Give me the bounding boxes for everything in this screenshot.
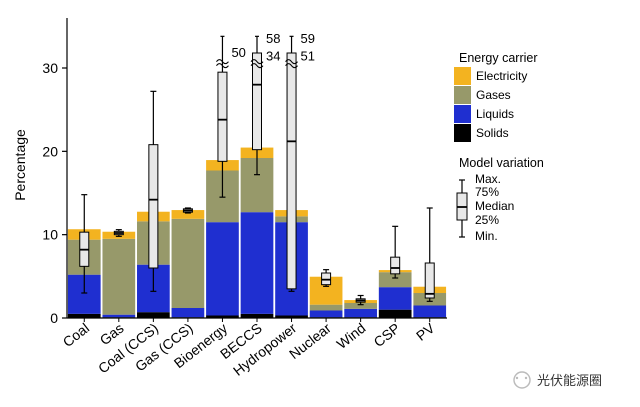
bar-gas-ccs-gases — [171, 218, 205, 308]
legend: Energy carrier Electricity Gases Liquids So… — [454, 51, 538, 142]
box-legend-label: Max. — [475, 172, 501, 186]
y-axis-title: Percentage — [12, 129, 28, 201]
bar-csp-liquids — [378, 287, 412, 310]
x-tick-label: Wind — [333, 320, 368, 352]
boxplot-5 — [250, 35, 264, 176]
box-iqr — [424, 262, 435, 299]
boxplot-0 — [79, 194, 90, 294]
legend-swatch-solids — [454, 124, 471, 142]
legend-label-electricity: Electricity — [476, 69, 527, 83]
axes-layer — [62, 18, 447, 322]
bar-beccs-liquids — [240, 212, 274, 314]
box-legend-title: Model variation — [459, 156, 544, 170]
bar-coal-ccs-solids — [136, 312, 171, 318]
bar-gas-ccs-liquids — [171, 308, 205, 318]
x-tick-label: CSP — [370, 320, 403, 350]
bar-gas-liquids — [102, 314, 136, 318]
box-iqr — [252, 52, 262, 151]
boxplot-10 — [424, 207, 435, 302]
wechat-icon-eye — [515, 376, 519, 380]
box-legend-label: Median — [475, 199, 514, 213]
y-tick-label: 20 — [42, 143, 58, 159]
y-tick-label: 0 — [50, 310, 58, 326]
legend-label-liquids: Liquids — [476, 107, 514, 121]
axis-break-mark — [216, 59, 229, 65]
box-iqr — [390, 256, 401, 275]
wechat-icon-eye — [524, 376, 528, 380]
boxplot-9 — [390, 225, 401, 279]
watermark-text: 光伏能源圈 — [537, 374, 602, 389]
y-tick-label: 30 — [42, 60, 58, 76]
annotation-59: 59 — [301, 31, 315, 46]
watermark: 光伏能源圈 — [513, 371, 602, 389]
bar-bioenergy-liquids — [205, 222, 240, 316]
box-iqr — [217, 71, 228, 162]
boxes-layer — [79, 35, 435, 306]
legend-title: Energy carrier — [459, 51, 538, 65]
axis-break-mark — [285, 63, 298, 69]
axis-break-mark — [216, 63, 229, 69]
bar-hydropower-solids — [274, 315, 309, 318]
legend-swatch-liquids — [454, 105, 471, 123]
box-legend-label: 75% — [475, 185, 499, 199]
wechat-icon — [513, 371, 531, 389]
boxplot-2 — [148, 90, 159, 292]
x-tick-label: PV — [413, 319, 438, 344]
boxplot-3 — [182, 207, 193, 214]
bar-coal-solids — [67, 313, 102, 318]
legend-label-gases: Gases — [476, 88, 511, 102]
bar-nuclear-gases — [309, 304, 343, 311]
legend-swatch-gases — [454, 86, 471, 104]
boxplot-1 — [113, 229, 124, 237]
bar-gas-ccs-electricity — [171, 209, 205, 219]
annotation-58: 58 — [266, 31, 280, 46]
legend-swatch-electricity — [454, 67, 471, 85]
bar-beccs-solids — [240, 313, 274, 318]
box-legend-label: 25% — [475, 213, 499, 227]
bar-wind-gases — [343, 303, 378, 309]
axis-break-mark — [250, 63, 264, 69]
boxplot-7 — [321, 269, 332, 287]
legend-label-solids: Solids — [476, 126, 509, 140]
annotation-50: 50 — [231, 45, 245, 60]
boxplot-4 — [216, 35, 229, 198]
bar-pv-liquids — [412, 305, 447, 318]
boxplot-6 — [285, 35, 298, 292]
box-legend-label: Min. — [475, 229, 498, 243]
box-iqr — [286, 52, 297, 290]
y-tick-label: 10 — [42, 227, 58, 243]
bar-csp-solids — [378, 309, 412, 318]
boxplot-8 — [355, 294, 366, 306]
bar-bioenergy-solids — [205, 315, 240, 318]
box-iqr — [148, 144, 159, 269]
axis-break-mark — [285, 59, 298, 65]
bar-nuclear-liquids — [309, 310, 343, 318]
bar-gas-gases — [102, 238, 136, 315]
axis-break-mark — [250, 59, 264, 65]
annotation-51: 51 — [301, 48, 315, 63]
annotation-34: 34 — [266, 48, 280, 63]
bar-csp-gases — [378, 272, 412, 288]
x-tick-label: Coal — [60, 320, 93, 350]
bar-wind-liquids — [343, 308, 378, 318]
